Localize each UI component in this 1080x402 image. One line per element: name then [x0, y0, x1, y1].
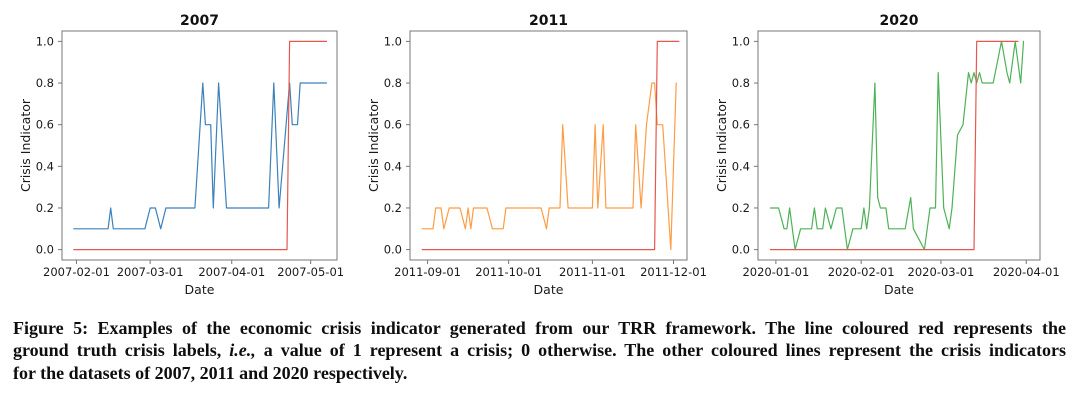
- line-ground-truth-2011: [421, 40, 680, 251]
- x-tick-label: 2011-11-01: [559, 265, 626, 279]
- caption-text: ground truth crisis labels,: [13, 340, 230, 361]
- y-tick-label: 0.0: [384, 243, 402, 257]
- y-tick-label: 0.4: [36, 159, 54, 173]
- caption-line-1: Figure 5: Examples of the economic crisi…: [13, 317, 1066, 339]
- caption-line-3: for the datasets of 2007, 2011 and 2020 …: [13, 362, 1066, 384]
- x-tick-label: 2007-02-01: [43, 265, 110, 279]
- y-tick-label: 0.2: [384, 201, 402, 215]
- line-crisis-indicator-2011: [421, 82, 677, 251]
- figure-caption: Figure 5: Examples of the economic crisi…: [13, 317, 1066, 384]
- y-tick-label: 0.8: [732, 76, 750, 90]
- plot-frame: [757, 30, 1041, 261]
- plot-frame: [61, 30, 338, 261]
- caption-text: Figure 5: Examples of the economic crisi…: [13, 318, 1066, 338]
- line-ground-truth-2007: [73, 40, 328, 251]
- x-tick-label: 2020-04-01: [993, 265, 1060, 279]
- y-tick-label: 0.4: [732, 159, 750, 173]
- plot-frame: [409, 30, 688, 261]
- y-tick-label: 0.6: [36, 118, 54, 132]
- x-tick-label: 2007-04-01: [198, 265, 265, 279]
- x-tick-label: 2011-10-01: [475, 265, 542, 279]
- chart-2007: 2007 0.0 0.2 0.4 0.6 0.8 1.0 2007-02-01 2007-03-…: [18, 13, 344, 297]
- x-tick-label: 2007-03-01: [117, 265, 184, 279]
- y-tick-label: 0.2: [732, 201, 750, 215]
- x-tick-label: 2007-05-01: [277, 265, 344, 279]
- y-tick-label: 1.0: [36, 34, 54, 48]
- x-axis-label: Date: [185, 282, 215, 297]
- caption-line-2: ground truth crisis labels, i.e., a valu…: [13, 339, 1066, 361]
- line-crisis-indicator-2020: [769, 40, 1025, 251]
- y-tick-label: 0.8: [36, 76, 54, 90]
- y-axis-label: Crisis Indicator: [18, 98, 33, 192]
- y-tick-label: 0.4: [384, 159, 402, 173]
- caption-text: for the datasets of 2007, 2011 and 2020 …: [13, 362, 408, 383]
- y-axis-label: Crisis Indicator: [714, 98, 729, 192]
- x-tick-label: 2020-02-01: [828, 265, 895, 279]
- x-axis-label: Date: [884, 282, 914, 297]
- y-tick-label: 1.0: [384, 34, 402, 48]
- y-axis-label: Crisis Indicator: [366, 98, 381, 192]
- chart-title: 2011: [529, 13, 568, 29]
- y-tick-label: 0.0: [36, 243, 54, 257]
- y-tick-label: 0.6: [384, 118, 402, 132]
- y-tick-label: 1.0: [732, 34, 750, 48]
- line-crisis-indicator-2007: [73, 82, 328, 230]
- crisis-indicator-charts: 2007 0.0 0.2 0.4 0.6 0.8 1.0 2007-02-01 2007-03-…: [18, 13, 1060, 297]
- y-tick-label: 0.2: [36, 201, 54, 215]
- caption-ie-italic: i.e.,: [229, 340, 256, 361]
- x-tick-label: 2020-01-01: [742, 265, 809, 279]
- x-axis-label: Date: [534, 282, 564, 297]
- caption-text: a value of 1 represent a crisis; 0 other…: [255, 340, 1066, 361]
- y-tick-label: 0.0: [732, 243, 750, 257]
- x-tick-label: 2020-03-01: [908, 265, 975, 279]
- y-tick-label: 0.6: [732, 118, 750, 132]
- x-tick-label: 2011-12-01: [640, 265, 707, 279]
- chart-title: 2020: [880, 13, 919, 29]
- y-tick-label: 0.8: [384, 76, 402, 90]
- chart-2020: 2020 0.0 0.2 0.4 0.6 0.8 1.0 2020-01-01 2020-02-…: [714, 13, 1060, 297]
- chart-2011: 2011 0.0 0.2 0.4 0.6 0.8 1.0 2011-09-01 2011-10-…: [366, 13, 707, 297]
- line-ground-truth-2020: [769, 40, 1019, 251]
- x-tick-label: 2011-09-01: [394, 265, 461, 279]
- chart-title: 2007: [180, 13, 219, 29]
